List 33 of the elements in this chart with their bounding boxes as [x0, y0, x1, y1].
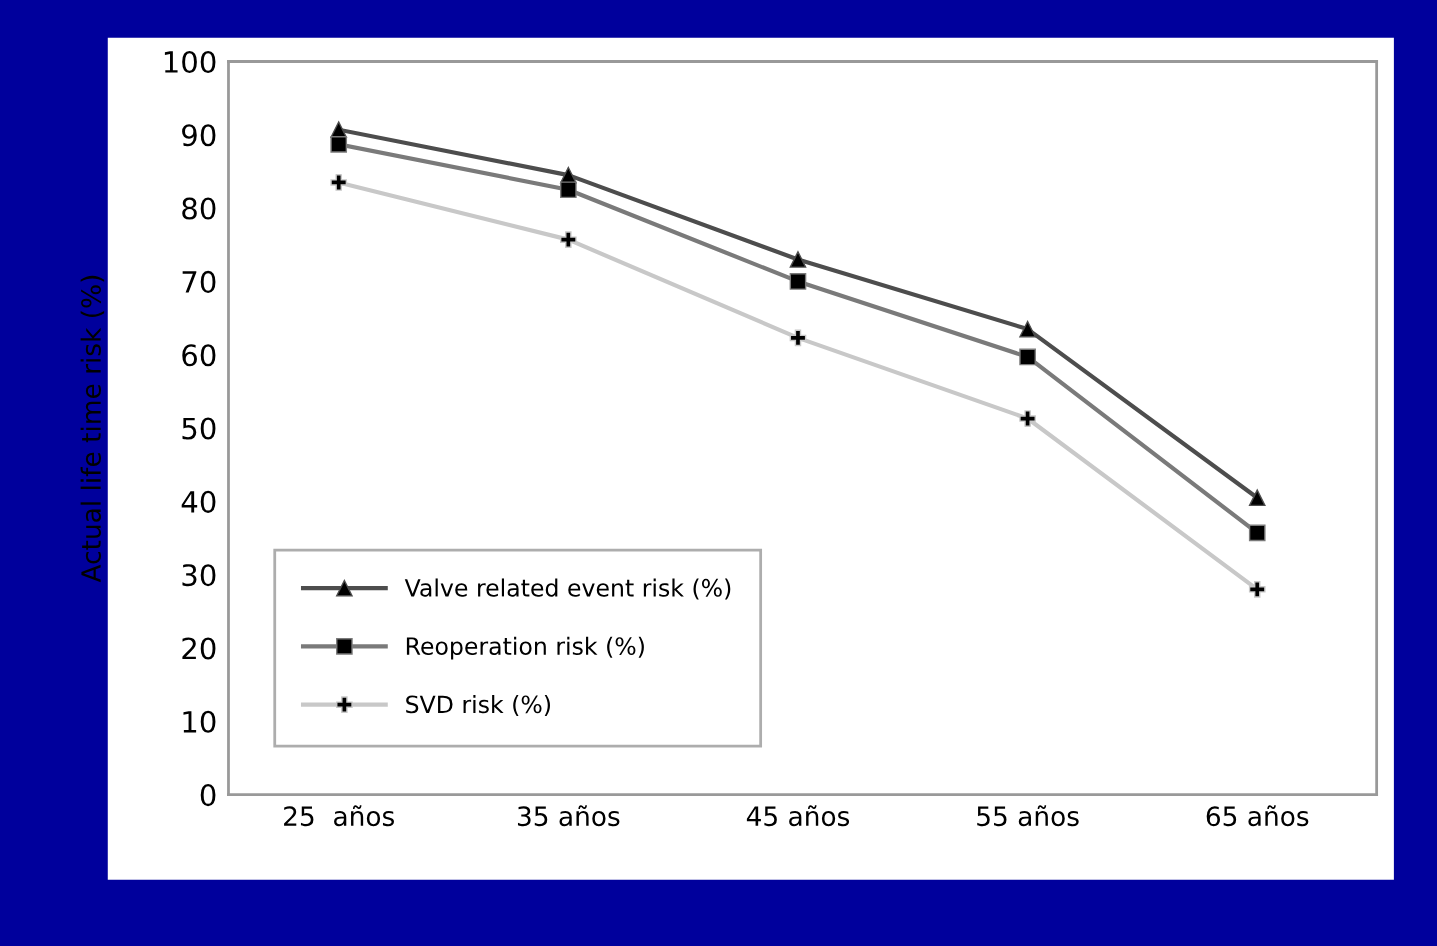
point: [560, 231, 577, 248]
point: [330, 136, 348, 153]
x-tick-label: 55 años: [977, 805, 1079, 827]
y-tick-label: 30: [182, 564, 216, 587]
y-tick-label: 50: [182, 417, 216, 440]
point: [1248, 581, 1266, 598]
point: [789, 273, 807, 290]
y-tick-label: 0: [200, 784, 216, 807]
y-tick-label: 70: [182, 270, 216, 293]
point: [1019, 410, 1036, 427]
point: [560, 181, 577, 199]
y-tick-label: 80: [182, 197, 216, 220]
legend-label: Valve related event risk (%): [404, 578, 731, 600]
point: [1019, 320, 1036, 338]
point: [789, 251, 807, 268]
y-tick-label: 40: [181, 490, 216, 513]
point: [1248, 524, 1266, 542]
point: [1019, 348, 1036, 366]
point: [1248, 489, 1266, 507]
x-tick-label: 45 años: [746, 805, 850, 827]
point: [789, 329, 807, 347]
legend-label: Reoperation risk (%): [406, 636, 644, 660]
point: [330, 174, 348, 191]
legend-label: SVD risk (%): [406, 694, 550, 717]
x-tick-label: 25 años: [284, 805, 394, 827]
y-tick-label: 10: [183, 710, 216, 733]
x-tick-label: 35 años: [517, 805, 620, 827]
y-axis-title: Actual life time risk (%): [80, 275, 105, 583]
y-tick-label: 20: [182, 637, 216, 660]
y-tick-label: 90: [182, 124, 216, 147]
y-tick-label: 100: [164, 50, 216, 73]
y-tick-label: 60: [182, 344, 216, 367]
x-tick-label: 65 años: [1206, 805, 1309, 827]
